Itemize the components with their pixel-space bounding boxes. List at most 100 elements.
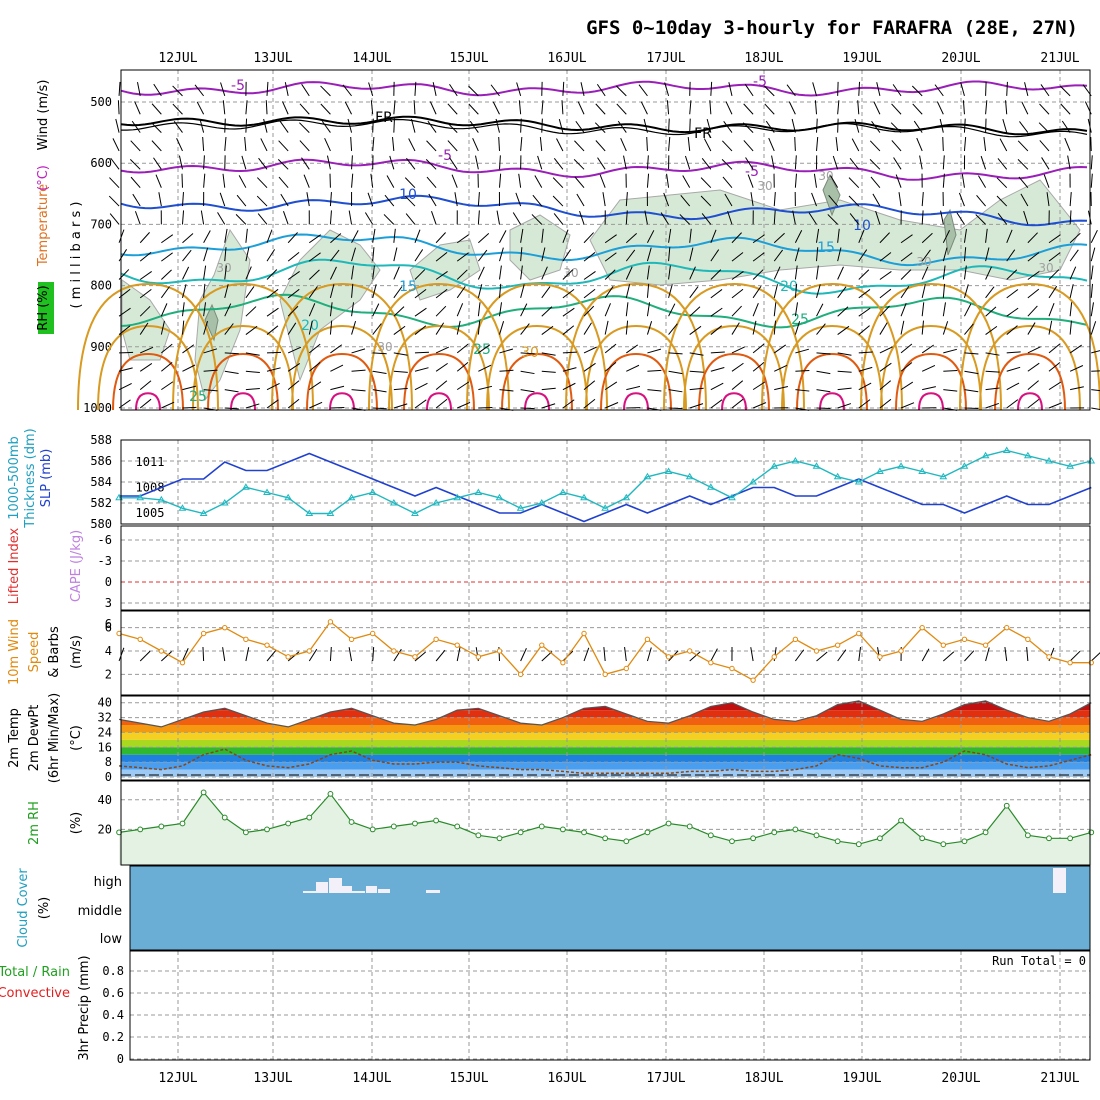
slp-tick-label: 1008	[136, 481, 165, 495]
wind-barb	[731, 380, 744, 391]
wind-barb	[155, 174, 162, 188]
rh-point	[137, 826, 144, 833]
wind-barb	[731, 271, 744, 280]
wind10-speed-point	[708, 659, 714, 666]
thickness-point	[326, 509, 335, 516]
wind-barb	[287, 232, 298, 244]
wind-barb	[1069, 320, 1072, 335]
wind-barb	[532, 194, 543, 207]
wind-barb	[495, 118, 500, 133]
rh-point	[813, 832, 820, 839]
wind-barb	[604, 402, 619, 409]
rh-point	[179, 820, 186, 827]
wind-barb	[731, 346, 745, 354]
wind-barb	[181, 210, 185, 225]
wind-barb	[199, 118, 205, 133]
wind10-barb	[603, 647, 606, 662]
isotherm-warm-loop	[329, 392, 355, 411]
wind-barb	[520, 228, 524, 243]
wind-barb	[351, 265, 355, 280]
wind-barb	[160, 303, 168, 317]
isotherm-warm-loop	[306, 352, 378, 411]
wind-barb	[1069, 232, 1081, 244]
wind-barb	[745, 157, 754, 170]
wind-barb	[203, 283, 206, 298]
wind-barb	[117, 100, 120, 115]
wind-barb	[728, 82, 733, 96]
precip-total-label: Total / Rain	[0, 965, 70, 980]
wind-barb	[520, 136, 523, 152]
wind-barb	[710, 249, 720, 262]
wind-barb	[689, 370, 704, 373]
wind-barb	[326, 155, 331, 170]
wind-barb	[595, 140, 606, 152]
wind-barb	[308, 320, 313, 335]
date-label-bottom: 18JUL	[744, 1071, 783, 1086]
wind-barb	[709, 100, 712, 115]
wind-barb	[118, 81, 121, 96]
wind-barb	[224, 118, 226, 133]
rh-point	[898, 817, 904, 824]
lifted-tick-label: -3	[98, 554, 112, 568]
wind10-speed-point	[644, 636, 651, 643]
cloud-low-label: low	[100, 932, 123, 947]
wind10-barb	[414, 651, 426, 662]
wind-barb	[595, 103, 606, 115]
wind-barb	[541, 228, 544, 243]
wind-barb	[435, 398, 448, 409]
wind-barb	[788, 101, 796, 115]
wind-barb	[1069, 365, 1084, 372]
cloud-cover-panel: high middle low	[78, 865, 1091, 951]
wind-barb	[576, 193, 585, 207]
wind-barb	[330, 233, 342, 244]
wind-barb	[892, 84, 902, 97]
wind-barb	[703, 138, 712, 152]
thickness-point	[432, 499, 440, 506]
rh-point	[602, 835, 609, 842]
wind-barb	[816, 323, 826, 335]
wind-barb	[1041, 157, 1050, 170]
wind-barb	[499, 283, 502, 298]
wind-barb	[266, 399, 279, 409]
isotherm-warm-loop	[192, 324, 294, 411]
rh-axis-label: RH (%)	[36, 285, 51, 330]
wind-barb	[837, 325, 850, 335]
wind-barb	[747, 174, 754, 188]
wind-barb	[644, 210, 648, 225]
temp-tick-label: 32	[98, 711, 112, 725]
wind-barb	[426, 140, 437, 152]
wind-barb	[752, 285, 762, 299]
lifted-tick-label: 6	[105, 617, 112, 631]
date-label-top: 13JUL	[253, 51, 292, 66]
wind-barb	[721, 159, 733, 170]
contour-label: 25	[791, 312, 809, 328]
wind-barb	[1069, 284, 1074, 298]
temperature-axis-label: Temperature	[36, 184, 51, 267]
wind-barb	[303, 174, 310, 188]
panel-frame	[120, 525, 1091, 611]
temp-band	[121, 754, 1090, 763]
wind-barb	[404, 195, 416, 207]
wind-barb	[537, 155, 543, 170]
wind-barb	[786, 84, 796, 97]
wind10-barb	[583, 647, 590, 662]
wind-barb	[794, 283, 798, 298]
wind-barb	[499, 247, 504, 262]
wind-barb	[393, 228, 396, 243]
cloud-bar-high	[329, 878, 342, 893]
wind-barb	[372, 303, 380, 317]
run-total-label: Run Total = 0	[992, 954, 1086, 968]
rh2m-unit-label: (%)	[69, 812, 84, 835]
wind-barb	[942, 302, 946, 317]
wind-barb	[1006, 249, 1016, 262]
wind-barb	[640, 101, 648, 115]
thickness-point	[242, 483, 250, 490]
wind-barb	[161, 343, 173, 354]
wind-barb	[245, 325, 258, 335]
wind-barb	[771, 155, 775, 170]
wind10-speed-point	[200, 630, 207, 637]
wind-barb	[389, 155, 395, 170]
wind-barb	[668, 118, 670, 133]
wind-barb	[518, 100, 522, 115]
wind-barb	[837, 286, 847, 299]
